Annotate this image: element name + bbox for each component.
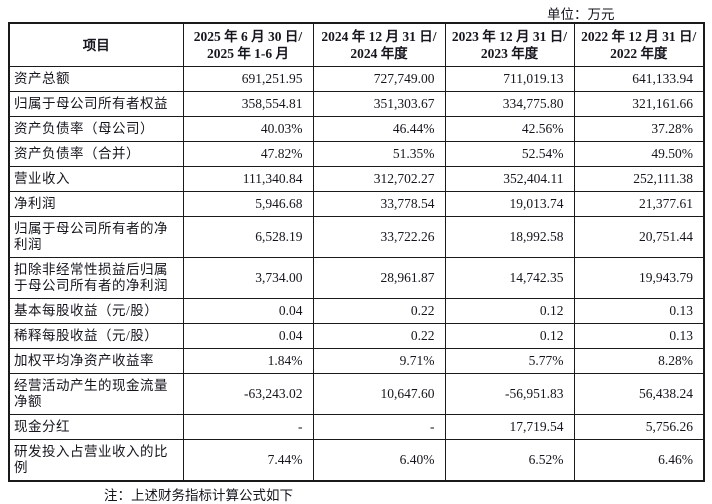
row-label: 净利润 bbox=[8, 191, 184, 217]
cell-value: 358,554.81 bbox=[182, 91, 314, 117]
cell-value: 56,438.24 bbox=[573, 373, 705, 415]
cell-value: 352,404.11 bbox=[444, 166, 575, 192]
cell-value: 321,161.66 bbox=[573, 91, 705, 117]
row-label: 现金分红 bbox=[8, 414, 184, 440]
cell-value: 33,778.54 bbox=[312, 191, 446, 217]
cell-value: 0.04 bbox=[182, 323, 314, 349]
cell-value: 0.22 bbox=[312, 298, 446, 324]
cell-value: 5.77% bbox=[444, 348, 575, 374]
row-label: 扣除非经常性损益后归属于母公司所有者的净利润 bbox=[8, 257, 184, 299]
cell-value: 19,943.79 bbox=[573, 257, 705, 299]
header-row: 项目 2025 年 6 月 30 日/ 2025 年 1-6 月 2024 年 … bbox=[8, 22, 705, 67]
cell-value: 0.12 bbox=[444, 323, 575, 349]
cell-value: 17,719.54 bbox=[444, 414, 575, 440]
cell-value: 6.46% bbox=[573, 439, 705, 482]
cell-value: 46.44% bbox=[312, 116, 446, 142]
cell-value: 0.13 bbox=[573, 323, 705, 349]
cell-value: 5,946.68 bbox=[182, 191, 314, 217]
cell-value: 40.03% bbox=[182, 116, 314, 142]
cell-value: 6,528.19 bbox=[182, 216, 314, 258]
cell-value: 51.35% bbox=[312, 141, 446, 167]
table-row: 资产负债率（合并） 47.82% 51.35% 52.54% 49.50% bbox=[8, 141, 705, 167]
cell-value: 334,775.80 bbox=[444, 91, 575, 117]
cell-value: 111,340.84 bbox=[182, 166, 314, 192]
cell-value: 0.04 bbox=[182, 298, 314, 324]
row-label: 归属于母公司所有者权益 bbox=[8, 91, 184, 117]
cell-value: 8.28% bbox=[573, 348, 705, 374]
cell-value: - bbox=[182, 414, 314, 440]
cell-value: 37.28% bbox=[573, 116, 705, 142]
cell-value: 47.82% bbox=[182, 141, 314, 167]
header-period-2024: 2024 年 12 月 31 日/ 2024 年度 bbox=[312, 22, 446, 67]
cell-value: 19,013.74 bbox=[444, 191, 575, 217]
header-item-column: 项目 bbox=[8, 22, 184, 67]
cell-value: 3,734.00 bbox=[182, 257, 314, 299]
cell-value: 10,647.60 bbox=[312, 373, 446, 415]
cell-value: 33,722.26 bbox=[312, 216, 446, 258]
row-label: 经营活动产生的现金流量净额 bbox=[8, 373, 184, 415]
cell-value: 5,756.26 bbox=[573, 414, 705, 440]
cell-value: 42.56% bbox=[444, 116, 575, 142]
cell-value: 6.52% bbox=[444, 439, 575, 482]
row-label: 资产负债率（合并） bbox=[8, 141, 184, 167]
table-row: 基本每股收益（元/股） 0.04 0.22 0.12 0.13 bbox=[8, 298, 705, 324]
unit-label: 单位：万元 bbox=[547, 7, 615, 22]
table-row: 加权平均净资产收益率 1.84% 9.71% 5.77% 8.28% bbox=[8, 348, 705, 374]
cell-value: 18,992.58 bbox=[444, 216, 575, 258]
table-row: 净利润 5,946.68 33,778.54 19,013.74 21,377.61 bbox=[8, 191, 705, 217]
table-row: 归属于母公司所有者权益 358,554.81 351,303.67 334,775.8… bbox=[8, 91, 705, 117]
cell-value: 20,751.44 bbox=[573, 216, 705, 258]
table-row: 归属于母公司所有者的净利润 6,528.19 33,722.26 18,992.58 2… bbox=[8, 216, 705, 258]
cell-value: 727,749.00 bbox=[312, 66, 446, 92]
header-period-2023: 2023 年 12 月 31 日/ 2023 年度 bbox=[444, 22, 575, 67]
cell-value: 7.44% bbox=[182, 439, 314, 482]
header-period-2022: 2022 年 12 月 31 日/ 2022 年度 bbox=[573, 22, 705, 67]
table-row: 资产总额 691,251.95 727,749.00 711,019.13 641,13… bbox=[8, 66, 705, 92]
cell-value: 52.54% bbox=[444, 141, 575, 167]
financial-indicators-table: 项目 2025 年 6 月 30 日/ 2025 年 1-6 月 2024 年 … bbox=[8, 22, 705, 482]
table-row: 经营活动产生的现金流量净额 -63,243.02 10,647.60 -56,951.… bbox=[8, 373, 705, 415]
cell-value: 691,251.95 bbox=[182, 66, 314, 92]
table-row: 现金分红 - -17,719.54 5,756.26 bbox=[8, 414, 705, 440]
cell-value: 28,961.87 bbox=[312, 257, 446, 299]
row-label: 研发投入占营业收入的比例 bbox=[8, 439, 184, 482]
cell-value: 0.12 bbox=[444, 298, 575, 324]
cell-value: 252,111.38 bbox=[573, 166, 705, 192]
cell-value: 641,133.94 bbox=[573, 66, 705, 92]
cell-value: -56,951.83 bbox=[444, 373, 575, 415]
table-row: 资产负债率（母公司） 40.03% 46.44% 42.56% 37.28% bbox=[8, 116, 705, 142]
table-row: 营业收入 111,340.84 312,702.27 352,404.11 252,11… bbox=[8, 166, 705, 192]
cell-value: 0.13 bbox=[573, 298, 705, 324]
cell-value: 351,303.67 bbox=[312, 91, 446, 117]
cell-value: 14,742.35 bbox=[444, 257, 575, 299]
row-label: 归属于母公司所有者的净利润 bbox=[8, 216, 184, 258]
table-row: 稀释每股收益（元/股） 0.04 0.22 0.12 0.13 bbox=[8, 323, 705, 349]
page: { "unit_label": "单位：万元", "table": { "col… bbox=[8, 7, 705, 503]
row-label: 稀释每股收益（元/股） bbox=[8, 323, 184, 349]
row-label: 加权平均净资产收益率 bbox=[8, 348, 184, 374]
table-row: 研发投入占营业收入的比例 7.44% 6.40% 6.52% 6.46% bbox=[8, 439, 705, 482]
row-label: 资产负债率（母公司） bbox=[8, 116, 184, 142]
cell-value: 312,702.27 bbox=[312, 166, 446, 192]
cell-value: 49.50% bbox=[573, 141, 705, 167]
table-row: 扣除非经常性损益后归属于母公司所有者的净利润 3,734.00 28,961.87 1… bbox=[8, 257, 705, 299]
row-label: 营业收入 bbox=[8, 166, 184, 192]
header-period-2025: 2025 年 6 月 30 日/ 2025 年 1-6 月 bbox=[182, 22, 314, 67]
cell-value: 6.40% bbox=[312, 439, 446, 482]
table-body: 资产总额 691,251.95 727,749.00 711,019.13 641,13… bbox=[8, 66, 705, 482]
cell-value: -63,243.02 bbox=[182, 373, 314, 415]
cell-value: 1.84% bbox=[182, 348, 314, 374]
cell-value: - bbox=[312, 414, 446, 440]
footnote: 注：上述财务指标计算公式如下 bbox=[104, 488, 293, 503]
cell-value: 9.71% bbox=[312, 348, 446, 374]
cell-value: 21,377.61 bbox=[573, 191, 705, 217]
cell-value: 711,019.13 bbox=[444, 66, 575, 92]
table-header: 项目 2025 年 6 月 30 日/ 2025 年 1-6 月 2024 年 … bbox=[8, 22, 705, 67]
cell-value: 0.22 bbox=[312, 323, 446, 349]
row-label: 基本每股收益（元/股） bbox=[8, 298, 184, 324]
row-label: 资产总额 bbox=[8, 66, 184, 92]
